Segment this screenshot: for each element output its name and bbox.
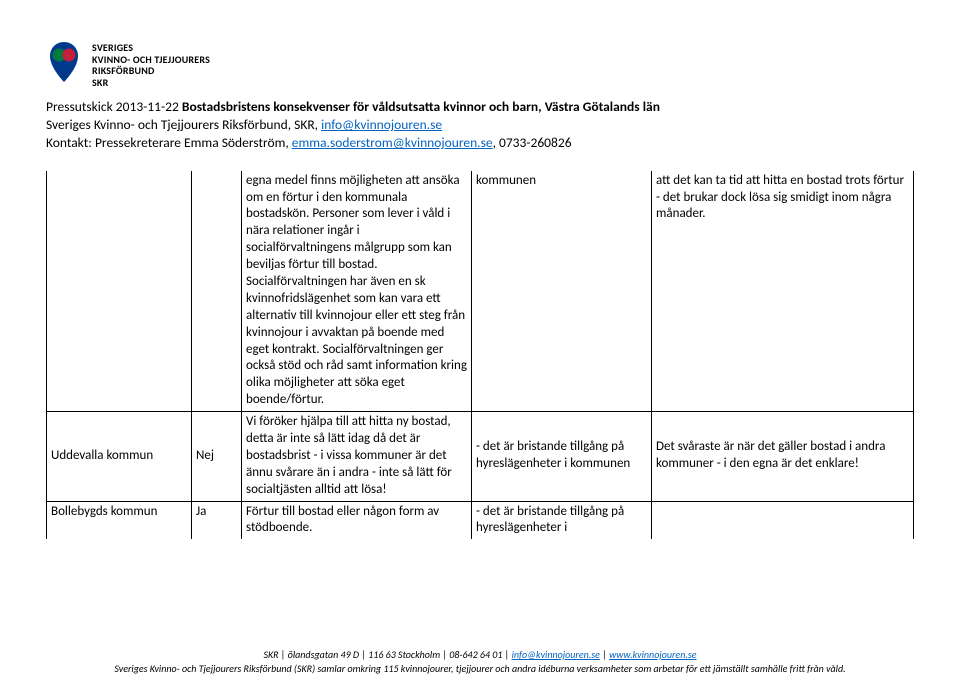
- footer-www-link[interactable]: www.kvinnojouren.se: [609, 648, 696, 661]
- cell-source: - det är bristande tillgång på hyresläge…: [472, 412, 652, 501]
- logo-text: Sveriges Kvinno- och Tjejjourers Riksför…: [92, 40, 210, 88]
- cell-comment: Det svåraste är när det gäller bostad i …: [652, 412, 914, 501]
- skr-logo-icon: [46, 40, 82, 84]
- header-prefix: Pressutskick 2013-11-22: [46, 98, 182, 115]
- page-footer: SKR | ölandsgatan 49 D | 116 63 Stockhol…: [46, 648, 914, 675]
- header-contact-email-link[interactable]: emma.soderstrom@kvinnojouren.se: [292, 134, 493, 151]
- cell-comment: att det kan ta tid att hitta en bostad t…: [652, 171, 914, 412]
- logo-header: Sveriges Kvinno- och Tjejjourers Riksför…: [46, 40, 914, 88]
- header-line3-a: Kontakt: Pressekreterare Emma Söderström…: [46, 134, 292, 151]
- logo-line3: Riksförbund: [92, 65, 210, 77]
- cell-answer: Ja: [192, 501, 242, 539]
- cell-description: egna medel finns möjligheten att ansöka …: [242, 171, 472, 412]
- logo-line1: Sveriges: [92, 42, 210, 54]
- header-line1: Pressutskick 2013-11-22 Bostadsbristens …: [46, 98, 914, 116]
- footer-line1: SKR | ölandsgatan 49 D | 116 63 Stockhol…: [46, 648, 914, 662]
- header-title-bold: Bostadsbristens konsekvenser för våldsut…: [182, 98, 660, 115]
- logo-line4: SKR: [92, 77, 210, 89]
- footer-email-link[interactable]: info@kvinnojouren.se: [512, 648, 600, 661]
- cell-comment: [652, 501, 914, 539]
- header-line3-b: , 0733-260826: [493, 134, 572, 151]
- footer-text-a: SKR | ölandsgatan 49 D | 116 63 Stockhol…: [263, 648, 511, 661]
- header-line3: Kontakt: Pressekreterare Emma Söderström…: [46, 134, 914, 152]
- cell-source: kommunen: [472, 171, 652, 412]
- document-header: Pressutskick 2013-11-22 Bostadsbristens …: [46, 98, 914, 153]
- data-table: egna medel finns möjligheten att ansöka …: [46, 171, 914, 540]
- cell-kommun: Bollebygds kommun: [47, 501, 192, 539]
- cell-description: Förtur till bostad eller någon form av s…: [242, 501, 472, 539]
- table-row: egna medel finns möjligheten att ansöka …: [47, 171, 914, 412]
- header-line2: Sveriges Kvinno- och Tjejjourers Riksför…: [46, 116, 914, 134]
- footer-line2: Sveriges Kvinno- och Tjejjourers Riksför…: [46, 662, 914, 676]
- cell-answer: Nej: [192, 412, 242, 501]
- cell-description: Vi föröker hjälpa till att hitta ny bost…: [242, 412, 472, 501]
- cell-kommun: [47, 171, 192, 412]
- cell-kommun: Uddevalla kommun: [47, 412, 192, 501]
- table-row: Uddevalla kommun Nej Vi föröker hjälpa t…: [47, 412, 914, 501]
- table-row: Bollebygds kommun Ja Förtur till bostad …: [47, 501, 914, 539]
- cell-source: - det är bristande tillgång på hyresläge…: [472, 501, 652, 539]
- header-line2-text: Sveriges Kvinno- och Tjejjourers Riksför…: [46, 116, 321, 133]
- page: Sveriges Kvinno- och Tjejjourers Riksför…: [0, 0, 960, 695]
- cell-answer: [192, 171, 242, 412]
- footer-sep: |: [600, 648, 609, 661]
- header-email-link[interactable]: info@kvinnojouren.se: [321, 116, 442, 133]
